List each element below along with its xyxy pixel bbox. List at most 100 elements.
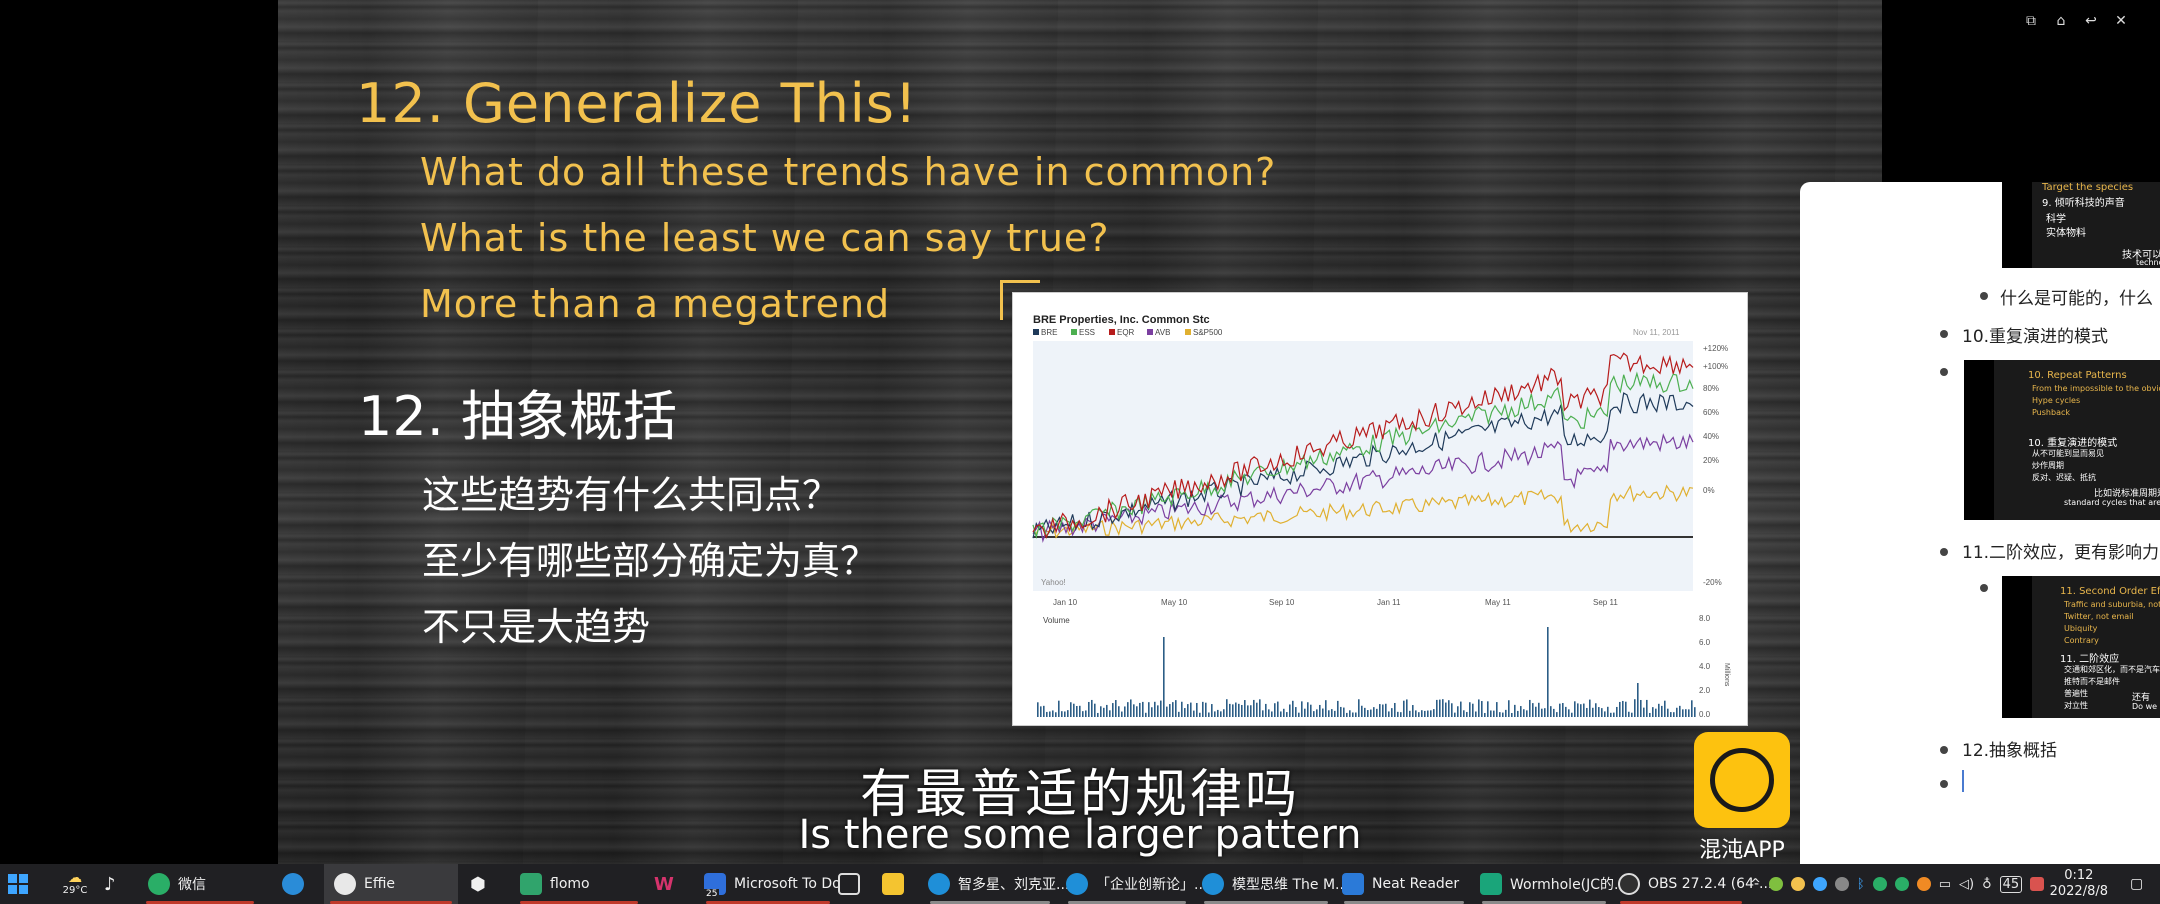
- note-row-10[interactable]: 10.重复演进的模式: [1962, 327, 2109, 347]
- y-tick-label: +120%: [1703, 344, 1728, 353]
- volume-bar: [1094, 703, 1096, 717]
- bluetooth-icon[interactable]: ᛒ: [1856, 876, 1865, 892]
- volume-bar: [1235, 702, 1237, 717]
- close-icon[interactable]: ✕: [2115, 13, 2127, 29]
- notification-button[interactable]: ▢: [2130, 864, 2154, 904]
- taskbar-app-edge-3[interactable]: 模型思维 The M...: [1198, 864, 1348, 904]
- stock-chart: BRE Properties, Inc. Common Stc BRE ESS …: [1012, 292, 1748, 726]
- thumbnail-11[interactable]: 11. Second Order Effects Traffic and sub…: [2002, 576, 2160, 718]
- text-cursor[interactable]: [1962, 770, 1964, 792]
- volume-bar: [1430, 710, 1432, 717]
- tray-app-icon[interactable]: [1872, 877, 1887, 891]
- volume-bar: [1355, 712, 1357, 717]
- taskbar-app-todo[interactable]: 25 Microsoft To Do: [700, 864, 841, 904]
- bullet: [1940, 780, 1948, 788]
- series-line-avb: [1032, 433, 1694, 543]
- taskbar-app-cube[interactable]: ⬢: [470, 864, 500, 904]
- microphone-icon[interactable]: ♁: [1982, 876, 1992, 892]
- slide-title-en: 12. Generalize This!: [356, 72, 918, 135]
- volume-unit: Millions: [1723, 663, 1730, 687]
- volume-bar: [1523, 709, 1525, 717]
- volume-bar: [1127, 702, 1129, 717]
- taskbar-app-edge-2[interactable]: 「企业创新论」...: [1062, 864, 1207, 904]
- tray-app-icon[interactable]: [1790, 877, 1805, 891]
- taskbar-app-screenshot[interactable]: [838, 864, 868, 904]
- tray-app-icon[interactable]: [1916, 877, 1931, 891]
- network-icon[interactable]: ▭: [1938, 876, 1952, 892]
- volume-bar: [1406, 699, 1408, 717]
- taskbar-app-wechat[interactable]: 微信: [140, 864, 260, 904]
- volume-bar: [1643, 707, 1645, 717]
- tiktok-app[interactable]: ♪: [104, 864, 130, 904]
- volume-bar: [1505, 709, 1507, 717]
- y-tick-label: +100%: [1703, 362, 1728, 371]
- x-tick-label: Jan 11: [1377, 598, 1401, 607]
- thumb-line: 10. 重复演进的模式: [2028, 438, 2118, 449]
- tray-counter[interactable]: 45: [1999, 875, 2023, 893]
- volume-label: Volume: [1043, 616, 1070, 625]
- volume-bar: [1478, 699, 1480, 717]
- volume-bar: [1544, 708, 1546, 717]
- volume-bar: [1436, 699, 1438, 717]
- x-tick-label: Jan 10: [1053, 598, 1078, 607]
- thumbnail-9[interactable]: Target the species 9. 倾听科技的声音 科学 实体物料 技术…: [2002, 182, 2160, 268]
- legend-swatch-sp500: [1185, 329, 1191, 335]
- volume-bar: [1055, 712, 1057, 717]
- taskbar-app-explorer[interactable]: [882, 864, 912, 904]
- start-button[interactable]: [8, 864, 38, 904]
- edge-icon: [282, 873, 304, 895]
- volume-bar: [1160, 700, 1162, 717]
- note-row-12[interactable]: 12.抽象概括: [1962, 741, 2058, 761]
- taskbar-app-flomo[interactable]: flomo: [514, 864, 644, 904]
- legend-bre: BRE: [1041, 328, 1057, 337]
- volume-bar: [1394, 702, 1396, 717]
- home-icon[interactable]: ⌂: [2056, 13, 2066, 29]
- weather-widget[interactable]: ☁ 29°C: [52, 864, 98, 904]
- pip-icon[interactable]: ⧉: [2026, 13, 2036, 29]
- plot-background: [1033, 341, 1693, 591]
- taskbar-app-edge[interactable]: [282, 864, 312, 904]
- wechat-icon: [148, 873, 170, 895]
- volume-bar: [1649, 712, 1651, 717]
- volume-bar: [1613, 712, 1615, 717]
- note-row-11[interactable]: 11.二阶效应，更有影响力: [1962, 543, 2160, 563]
- share-icon[interactable]: ↩: [2085, 13, 2097, 29]
- thumb-line: Target the species: [2042, 182, 2134, 193]
- taskbar-app-obs[interactable]: OBS 27.2.4 (64-...: [1614, 864, 1772, 904]
- note-row-possible[interactable]: 什么是可能的，什么: [2000, 289, 2153, 309]
- thumb-line: 还有: [2132, 693, 2151, 703]
- volume-bar: [1331, 709, 1333, 717]
- volume-bar: [1214, 711, 1216, 717]
- volume-bar: [1256, 702, 1258, 717]
- taskbar-app-w[interactable]: W: [654, 864, 684, 904]
- tray-app-icon[interactable]: [1834, 877, 1849, 891]
- tray-app-icon[interactable]: [1768, 877, 1783, 891]
- volume-icon[interactable]: ◁): [1959, 876, 1975, 892]
- taskbar-app-wormhole[interactable]: Wormhole(JC的...: [1476, 864, 1627, 904]
- bullet: [1980, 584, 1988, 592]
- tray-app-icon[interactable]: [1894, 877, 1909, 891]
- tray-app-icon[interactable]: [2030, 877, 2045, 891]
- clock[interactable]: 0:12 2022/8/8: [2050, 868, 2108, 900]
- volume-bar: [1202, 701, 1204, 717]
- thumbnail-10[interactable]: 10. Repeat Patterns From the impossible …: [1964, 360, 2160, 520]
- taskbar-app-neatreader[interactable]: Neat Reader: [1338, 864, 1470, 904]
- volume-bar: [1220, 711, 1222, 717]
- chevron-up-icon[interactable]: ^: [1750, 876, 1761, 892]
- x-tick-label: Sep 10: [1269, 598, 1295, 607]
- volume-bar: [1250, 705, 1252, 717]
- volume-bar: [1412, 705, 1414, 717]
- volume-bar: [1268, 709, 1270, 717]
- tray-app-icon[interactable]: [1812, 877, 1827, 891]
- volume-bar: [1397, 711, 1399, 717]
- thumb-line: 11. Second Order Effects: [2060, 586, 2160, 597]
- volume-bar: [1211, 704, 1213, 717]
- volume-bar: [1682, 709, 1684, 717]
- thumb-line: 从不可能到显而易见: [2032, 449, 2104, 458]
- taskbar-app-effie[interactable]: Effie: [324, 864, 458, 904]
- taskbar-app-edge-1[interactable]: 智多星、刘克亚...: [924, 864, 1069, 904]
- y-tick-label: 60%: [1703, 408, 1719, 417]
- volume-bar: [1226, 699, 1228, 717]
- legend-avb: AVB: [1155, 328, 1170, 337]
- volume-bar: [1328, 710, 1330, 717]
